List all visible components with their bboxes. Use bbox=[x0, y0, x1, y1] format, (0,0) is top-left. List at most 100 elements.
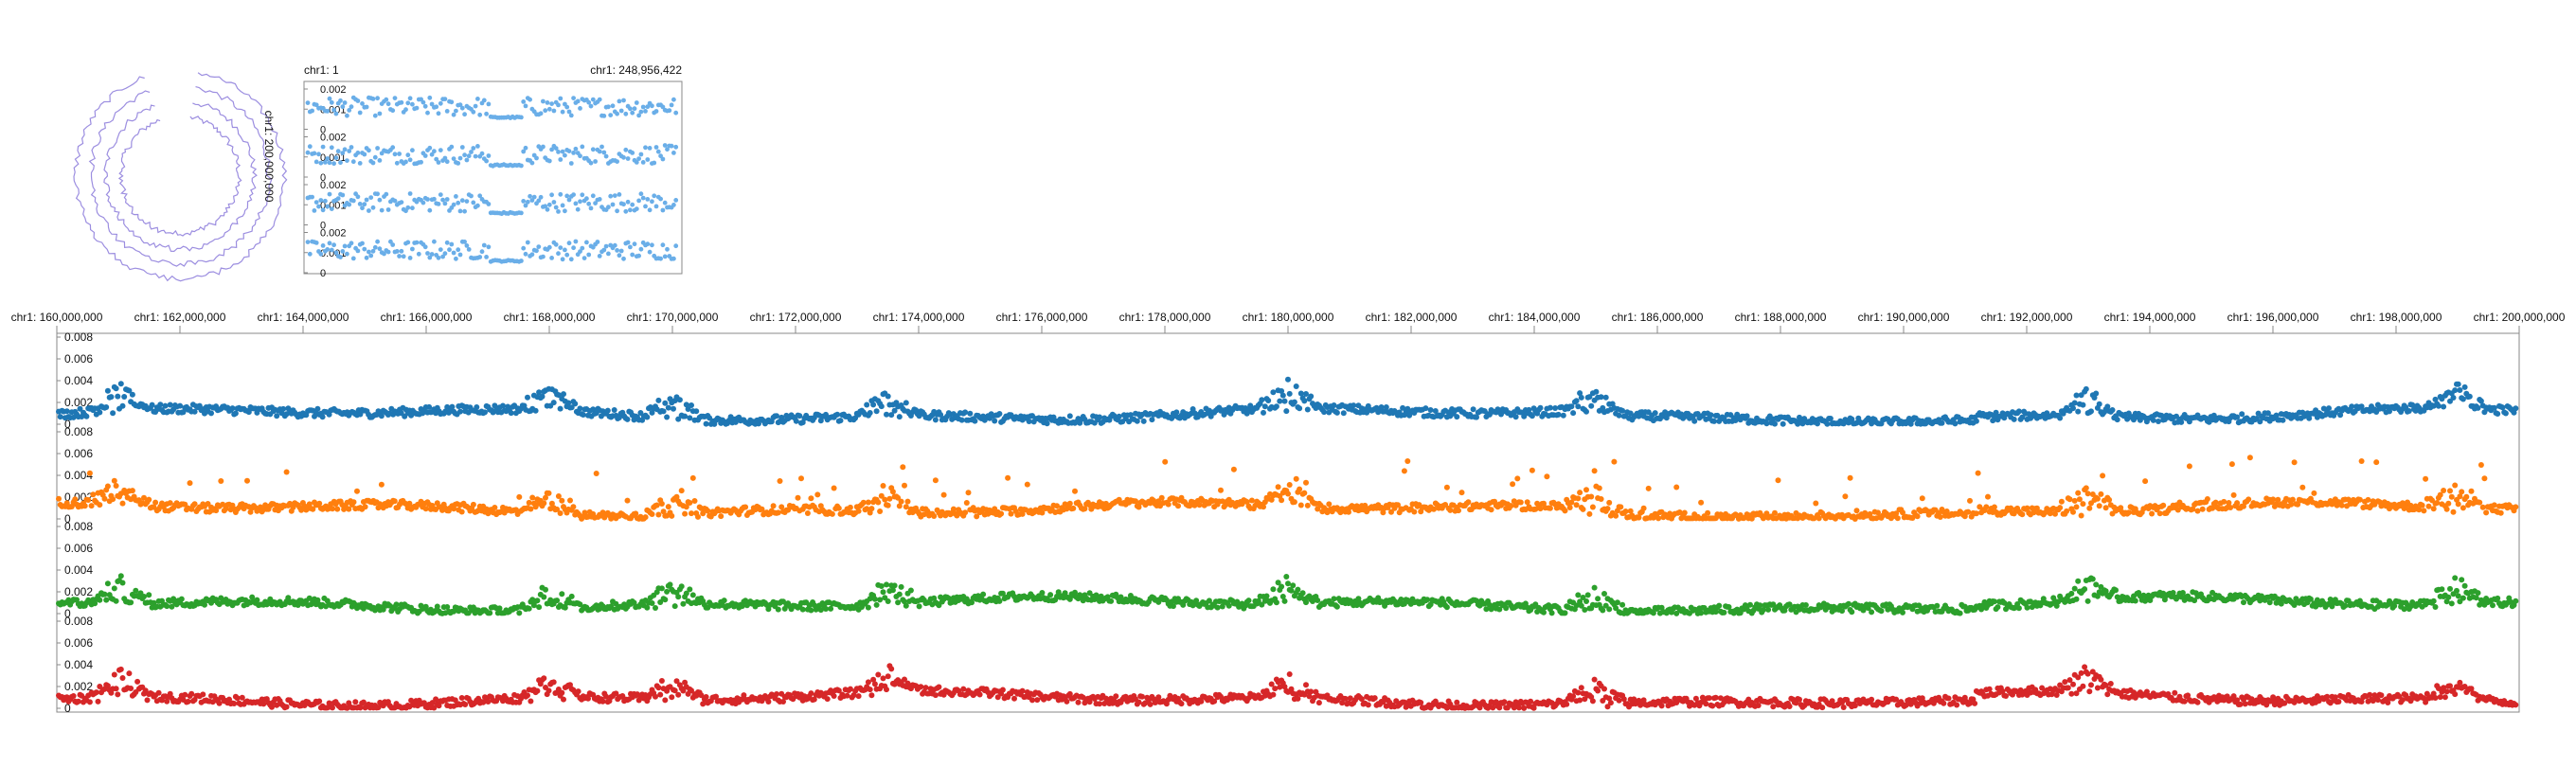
series-3-point bbox=[1047, 592, 1054, 598]
series-3-point bbox=[1285, 580, 1291, 587]
series-2-point bbox=[2445, 500, 2452, 507]
overview-point bbox=[434, 156, 439, 162]
overview-point bbox=[669, 143, 674, 149]
series-2-point bbox=[742, 504, 749, 510]
overview-point bbox=[466, 247, 472, 252]
series-3-point bbox=[644, 604, 651, 611]
series-2-point bbox=[2221, 498, 2227, 505]
series-3-point bbox=[996, 598, 1003, 604]
series-3-point bbox=[104, 580, 111, 587]
series-2-point bbox=[2058, 498, 2065, 505]
series-3-point bbox=[254, 597, 260, 603]
series-2-point bbox=[1894, 515, 1901, 522]
overview-point bbox=[571, 245, 576, 251]
overview-point bbox=[636, 253, 641, 259]
detail-frame[interactable] bbox=[56, 332, 2520, 713]
overview-point bbox=[405, 205, 411, 210]
series-2-point bbox=[2227, 505, 2234, 510]
overview-point bbox=[438, 100, 443, 106]
series-1-point bbox=[891, 407, 898, 414]
overview-point bbox=[420, 200, 426, 205]
series-2-point bbox=[104, 483, 111, 490]
overview-point bbox=[621, 154, 626, 160]
series-2-point bbox=[2299, 484, 2306, 491]
overview-point bbox=[394, 249, 400, 254]
series-2-point bbox=[1346, 508, 1351, 515]
series-1-point bbox=[536, 389, 543, 396]
overview-point bbox=[355, 151, 361, 155]
series-1-point bbox=[1383, 404, 1389, 410]
overview-point bbox=[545, 206, 550, 212]
series-1-point bbox=[903, 400, 909, 406]
x-tick-label: chr1: 182,000,000 bbox=[1366, 311, 1458, 324]
overview-point bbox=[385, 249, 391, 255]
overview-point bbox=[549, 192, 554, 198]
overview-point bbox=[630, 202, 635, 207]
y-tick-label: 0 bbox=[64, 512, 71, 526]
overview-point bbox=[566, 149, 572, 154]
series-3-point bbox=[678, 583, 685, 590]
series-1-point bbox=[1474, 414, 1479, 420]
series-3-point bbox=[662, 597, 669, 603]
overview-point bbox=[316, 204, 321, 209]
overview-point bbox=[551, 200, 557, 205]
overview-point bbox=[436, 255, 441, 260]
series-2-point bbox=[2460, 505, 2466, 511]
series-1-point bbox=[191, 408, 198, 415]
series-1-point bbox=[962, 409, 969, 416]
series-2-point bbox=[2080, 501, 2086, 508]
overview-point bbox=[347, 108, 352, 113]
series-1-point bbox=[660, 408, 667, 415]
series-2-point bbox=[1604, 506, 1611, 512]
series-1-point bbox=[896, 414, 903, 420]
series-2-point bbox=[2425, 503, 2432, 509]
series-1-point bbox=[119, 402, 126, 409]
series-2-point bbox=[1622, 508, 1629, 514]
series-2-point bbox=[1583, 487, 1589, 493]
overview-point bbox=[370, 248, 376, 254]
overview-point bbox=[454, 108, 458, 114]
circular-view[interactable] bbox=[73, 72, 288, 282]
series-3-point bbox=[2075, 578, 2082, 584]
series-1-point bbox=[2358, 403, 2365, 410]
overview-point bbox=[357, 110, 363, 116]
series-2-point bbox=[808, 495, 814, 502]
overview-point bbox=[564, 104, 570, 110]
series-2-point bbox=[931, 513, 938, 519]
series-2-point bbox=[2434, 500, 2441, 506]
overview-point bbox=[449, 99, 455, 105]
series-2-point bbox=[1847, 474, 1853, 481]
y-tick-label: 0.008 bbox=[64, 425, 93, 438]
overview-point bbox=[427, 95, 433, 100]
series-2-point bbox=[2365, 496, 2371, 503]
series-1-point bbox=[2088, 408, 2094, 415]
series-1-point bbox=[932, 417, 939, 423]
series-3-point bbox=[2089, 576, 2096, 582]
overview-point bbox=[593, 201, 598, 206]
series-3-point bbox=[689, 592, 696, 598]
overview-point bbox=[658, 256, 663, 261]
series-3-point bbox=[1245, 598, 1252, 604]
series-3-point bbox=[1214, 604, 1221, 611]
series-1-point bbox=[888, 412, 895, 419]
series-2-point bbox=[903, 504, 909, 510]
series-2-point bbox=[1070, 505, 1077, 511]
series-3-point bbox=[667, 581, 673, 588]
overview-point bbox=[377, 111, 383, 116]
series-2-point bbox=[541, 500, 547, 507]
series-1-point bbox=[1691, 418, 1698, 424]
series-2-point bbox=[187, 480, 193, 487]
x-tick-label: chr1: 180,000,000 bbox=[1243, 311, 1334, 324]
overview-point bbox=[660, 156, 666, 162]
overview-point bbox=[566, 241, 572, 246]
series-2-point bbox=[1304, 502, 1311, 508]
overview-point bbox=[410, 101, 415, 107]
series-2-point bbox=[1517, 499, 1524, 506]
series-2-point bbox=[2450, 508, 2457, 515]
circular-track-4 bbox=[73, 72, 288, 282]
series-3-point bbox=[2084, 598, 2091, 604]
series-1-point bbox=[1993, 409, 1999, 416]
overview-point bbox=[329, 206, 334, 212]
overview-point bbox=[323, 160, 328, 165]
overview-point bbox=[612, 242, 617, 248]
